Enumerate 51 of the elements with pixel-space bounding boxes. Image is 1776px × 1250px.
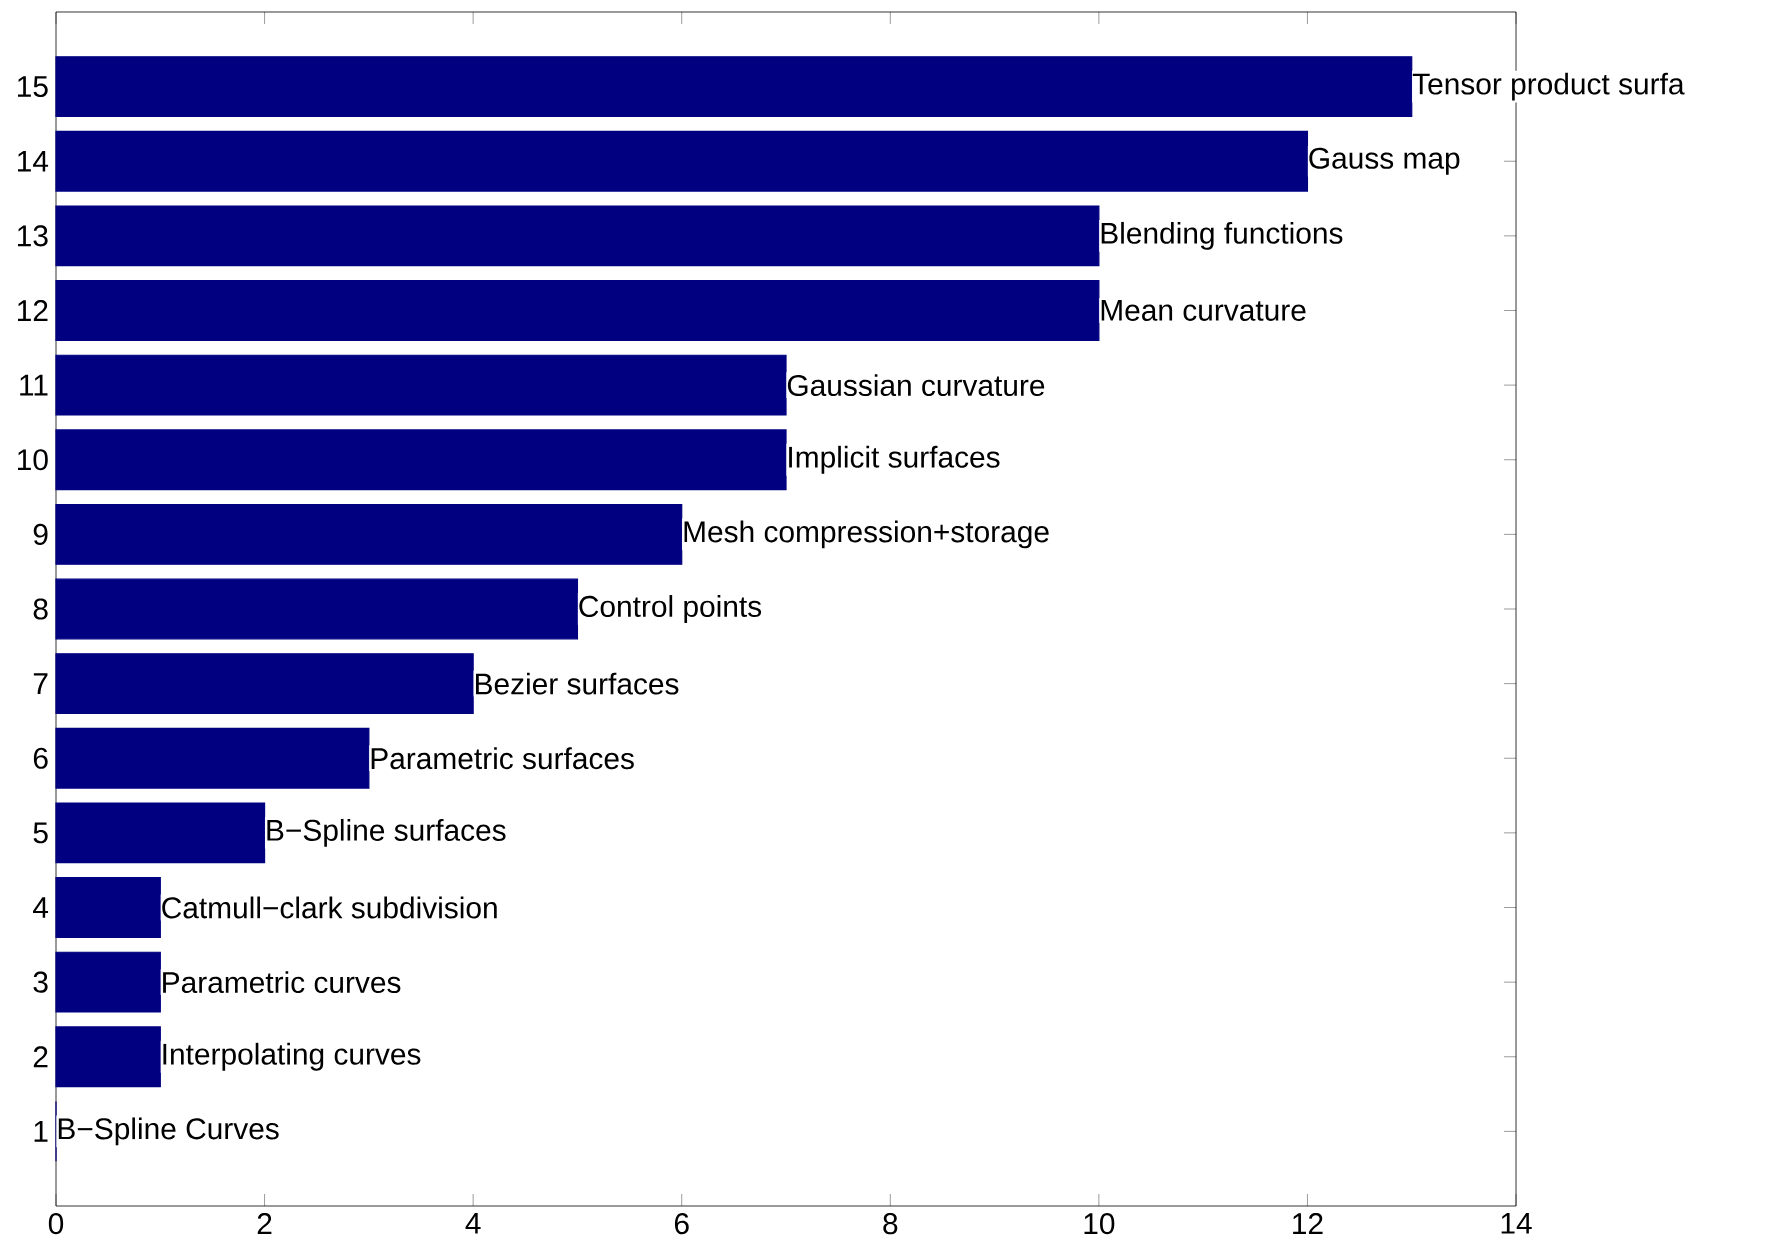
bar [55,503,683,565]
x-tick-label: 14 [1501,1213,1532,1234]
bar [55,578,579,640]
annotation: Bezier surfaces [475,672,679,695]
annotation: Tensor product surfa [1412,72,1685,101]
y-tick-label: 1 [34,1121,48,1142]
bar [55,429,787,491]
y-tick-label: 15 [18,76,48,98]
annotation: Implicit surfaces [789,445,1000,474]
bar [55,877,161,938]
y-tick-label: 14 [18,150,49,172]
x-tick-label: 10 [1084,1213,1115,1235]
bar [55,354,787,416]
annotation: Parametric curves [163,971,401,994]
bar [55,130,1309,192]
annotation: Gaussian curvature [787,374,1045,397]
x-tick-label: 2 [257,1213,272,1234]
annotation: Mesh compression+storage [684,520,1049,549]
annotation: Mean curvature [1101,300,1306,321]
annotation: B−Spline Curves [58,1117,279,1146]
bar [55,727,370,789]
x-tick-label: 8 [883,1213,898,1235]
y-tick-label: 13 [18,225,48,247]
annotation: B−Spline surfaces [267,818,506,847]
bar [55,802,266,864]
y-tick-label: 3 [33,971,48,993]
y-tick-label: 10 [18,449,48,471]
bar [55,653,474,715]
y-tick-label: 7 [33,673,48,694]
annotation: Catmull−clark subdivision [162,896,497,919]
annotation: Control points [579,595,762,623]
y-tick-label: 4 [33,897,49,918]
x-tick-label: 0 [48,1213,64,1235]
bar [55,280,1100,341]
annotation: Parametric surfaces [371,747,634,770]
bar [55,1026,161,1088]
y-tick-label: 11 [20,374,48,396]
x-tick-label: 6 [674,1213,689,1235]
bar [55,205,1100,267]
y-tick-label: 9 [33,523,48,545]
x-tick-label: 12 [1293,1213,1323,1234]
y-tick-label: 12 [18,300,48,321]
annotation: Interpolating curves [163,1042,421,1071]
bar [55,951,161,1013]
y-tick-label: 2 [33,1046,48,1068]
annotation: Gauss map [1309,147,1460,175]
y-tick-label: 8 [33,598,48,620]
y-tick-label: 5 [33,822,48,844]
x-tick-label: 4 [465,1213,481,1234]
annotation: Blending functions [1101,221,1343,250]
y-tick-label: 6 [33,747,48,769]
